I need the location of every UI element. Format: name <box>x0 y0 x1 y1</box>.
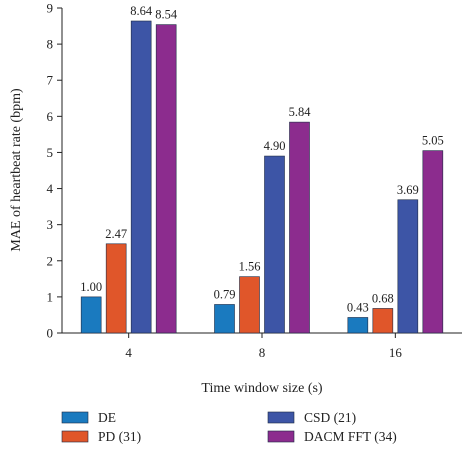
bar-pd-31-4 <box>105 243 127 334</box>
bar-de-4 <box>80 296 102 334</box>
data-label: 1.56 <box>239 260 261 274</box>
y-axis-label: MAE of heartbeat rate (bpm) <box>9 88 24 252</box>
data-label: 2.47 <box>105 227 127 241</box>
y-tick-label: 4 <box>47 181 54 196</box>
y-tick-label: 6 <box>47 109 54 124</box>
legend-swatch <box>61 411 89 424</box>
y-tick-label: 8 <box>47 37 54 52</box>
y-tick-label: 7 <box>47 73 54 88</box>
bar-pd-31-8 <box>239 276 260 334</box>
x-ticks: 4 8 16 <box>125 333 402 360</box>
x-tick-label: 8 <box>259 345 266 360</box>
legend-label: PD (31) <box>98 429 141 444</box>
bar-csd-21-4 <box>130 20 152 334</box>
bar-pd-31-16 <box>372 308 394 334</box>
legend-label: CSD (21) <box>304 410 356 425</box>
y-tick-label: 9 <box>47 1 54 16</box>
x-tick-label: 4 <box>125 345 132 360</box>
x-axis-label: Time window size (s) <box>201 381 323 396</box>
y-tick-label: 2 <box>47 253 54 268</box>
data-label: 8.64 <box>130 4 153 18</box>
legend-swatch <box>267 411 295 424</box>
legend-label: DE <box>98 410 116 425</box>
bar-dacm-fft-34-4 <box>155 24 177 334</box>
data-label: 0.79 <box>214 287 236 301</box>
bar-de-8 <box>214 304 235 334</box>
bar-csd-21-8 <box>264 155 285 334</box>
bar-dacm-fft-34-16 <box>422 150 444 334</box>
bar-de-16 <box>347 317 369 334</box>
legend: DE PD (31) CSD (21) DACM FFT (34) <box>61 410 397 444</box>
data-label: 5.84 <box>289 105 312 119</box>
y-tick-label: 1 <box>47 289 54 304</box>
y-tick-label: 3 <box>47 217 54 232</box>
data-label: 0.68 <box>372 291 394 305</box>
y-tick-label: 0 <box>47 326 54 341</box>
data-label: 4.90 <box>264 139 286 153</box>
bar-csd-21-16 <box>397 199 419 334</box>
legend-label: DACM FFT (34) <box>304 429 397 444</box>
bars <box>80 20 444 334</box>
y-ticks: 0 1 2 3 4 5 6 7 8 9 <box>47 1 62 341</box>
data-labels: 1.00 2.47 8.64 8.54 0.791.56 4.90 5.84 0.430.68… <box>80 4 444 314</box>
data-label: 0.43 <box>347 300 369 314</box>
legend-swatch <box>61 430 89 443</box>
data-label: 3.69 <box>397 183 419 197</box>
y-tick-label: 5 <box>47 145 54 160</box>
x-tick-label: 16 <box>389 345 403 360</box>
bar-dacm-fft-34-8 <box>289 121 310 334</box>
data-label: 1.00 <box>80 280 102 294</box>
data-label: 5.05 <box>422 134 444 148</box>
legend-swatch <box>267 430 295 443</box>
data-label: 8.54 <box>155 8 178 22</box>
